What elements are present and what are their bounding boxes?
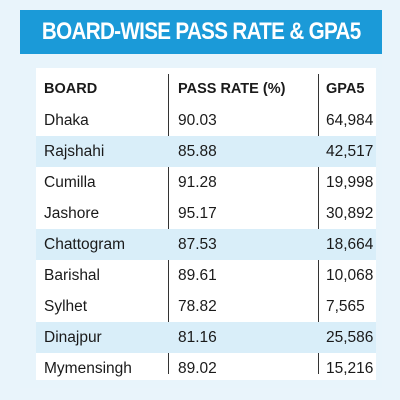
- pass-rate-value: 90.03: [178, 112, 217, 129]
- board-name: Cumilla: [44, 174, 96, 191]
- pass-rate-value: 89.02: [178, 360, 217, 377]
- column-header-pass-rate: PASS RATE (%): [178, 81, 286, 97]
- table-header-row: BOARD PASS RATE (%) GPA5: [36, 74, 376, 105]
- board-name: Chattogram: [44, 236, 125, 253]
- gpa5-value: 30,892: [326, 205, 374, 222]
- column-divider-2: [318, 74, 319, 374]
- column-header-board: BOARD: [44, 81, 98, 97]
- table-row: Jashore 95.17 30,892: [36, 198, 376, 229]
- pass-rate-value: 87.53: [178, 236, 217, 253]
- board-name: Rajshahi: [44, 143, 105, 160]
- gpa5-value: 15,216: [326, 360, 374, 377]
- board-name: Barishal: [44, 267, 100, 284]
- board-name: Dhaka: [44, 112, 89, 129]
- table-row: Chattogram 87.53 18,664: [36, 229, 376, 260]
- pass-rate-value: 95.17: [178, 205, 217, 222]
- board-name: Sylhet: [44, 298, 88, 315]
- column-divider-1: [168, 74, 169, 374]
- board-name: Mymensingh: [44, 360, 132, 377]
- gpa5-value: 64,984: [326, 112, 374, 129]
- gpa5-value: 25,586: [326, 329, 374, 346]
- gpa5-value: 19,998: [326, 174, 374, 191]
- column-header-gpa5: GPA5: [326, 81, 365, 97]
- gpa5-value: 42,517: [326, 143, 374, 160]
- table-row: Rajshahi 85.88 42,517: [36, 136, 376, 167]
- gpa5-value: 10,068: [326, 267, 374, 284]
- gpa5-value: 7,565: [326, 298, 365, 315]
- table-row: Dinajpur 81.16 25,586: [36, 322, 376, 353]
- title-banner: BOARD-WISE PASS RATE & GPA5: [20, 10, 382, 54]
- table-row: Sylhet 78.82 7,565: [36, 291, 376, 322]
- table-row: Barishal 89.61 10,068: [36, 260, 376, 291]
- gpa5-value: 18,664: [326, 236, 374, 253]
- table-row: Dhaka 90.03 64,984: [36, 105, 376, 136]
- board-name: Dinajpur: [44, 329, 102, 346]
- data-table: BOARD PASS RATE (%) GPA5 Dhaka 90.03 64,…: [36, 68, 376, 380]
- pass-rate-value: 91.28: [178, 174, 217, 191]
- chart-title: BOARD-WISE PASS RATE & GPA5: [41, 18, 361, 45]
- pass-rate-value: 78.82: [178, 298, 217, 315]
- table-row: Cumilla 91.28 19,998: [36, 167, 376, 198]
- table-row: Mymensingh 89.02 15,216: [36, 353, 376, 384]
- pass-rate-value: 81.16: [178, 329, 217, 346]
- pass-rate-value: 85.88: [178, 143, 217, 160]
- table-card: BOARD-WISE PASS RATE & GPA5 BOARD PASS R…: [20, 10, 382, 388]
- board-name: Jashore: [44, 205, 100, 222]
- pass-rate-value: 89.61: [178, 267, 217, 284]
